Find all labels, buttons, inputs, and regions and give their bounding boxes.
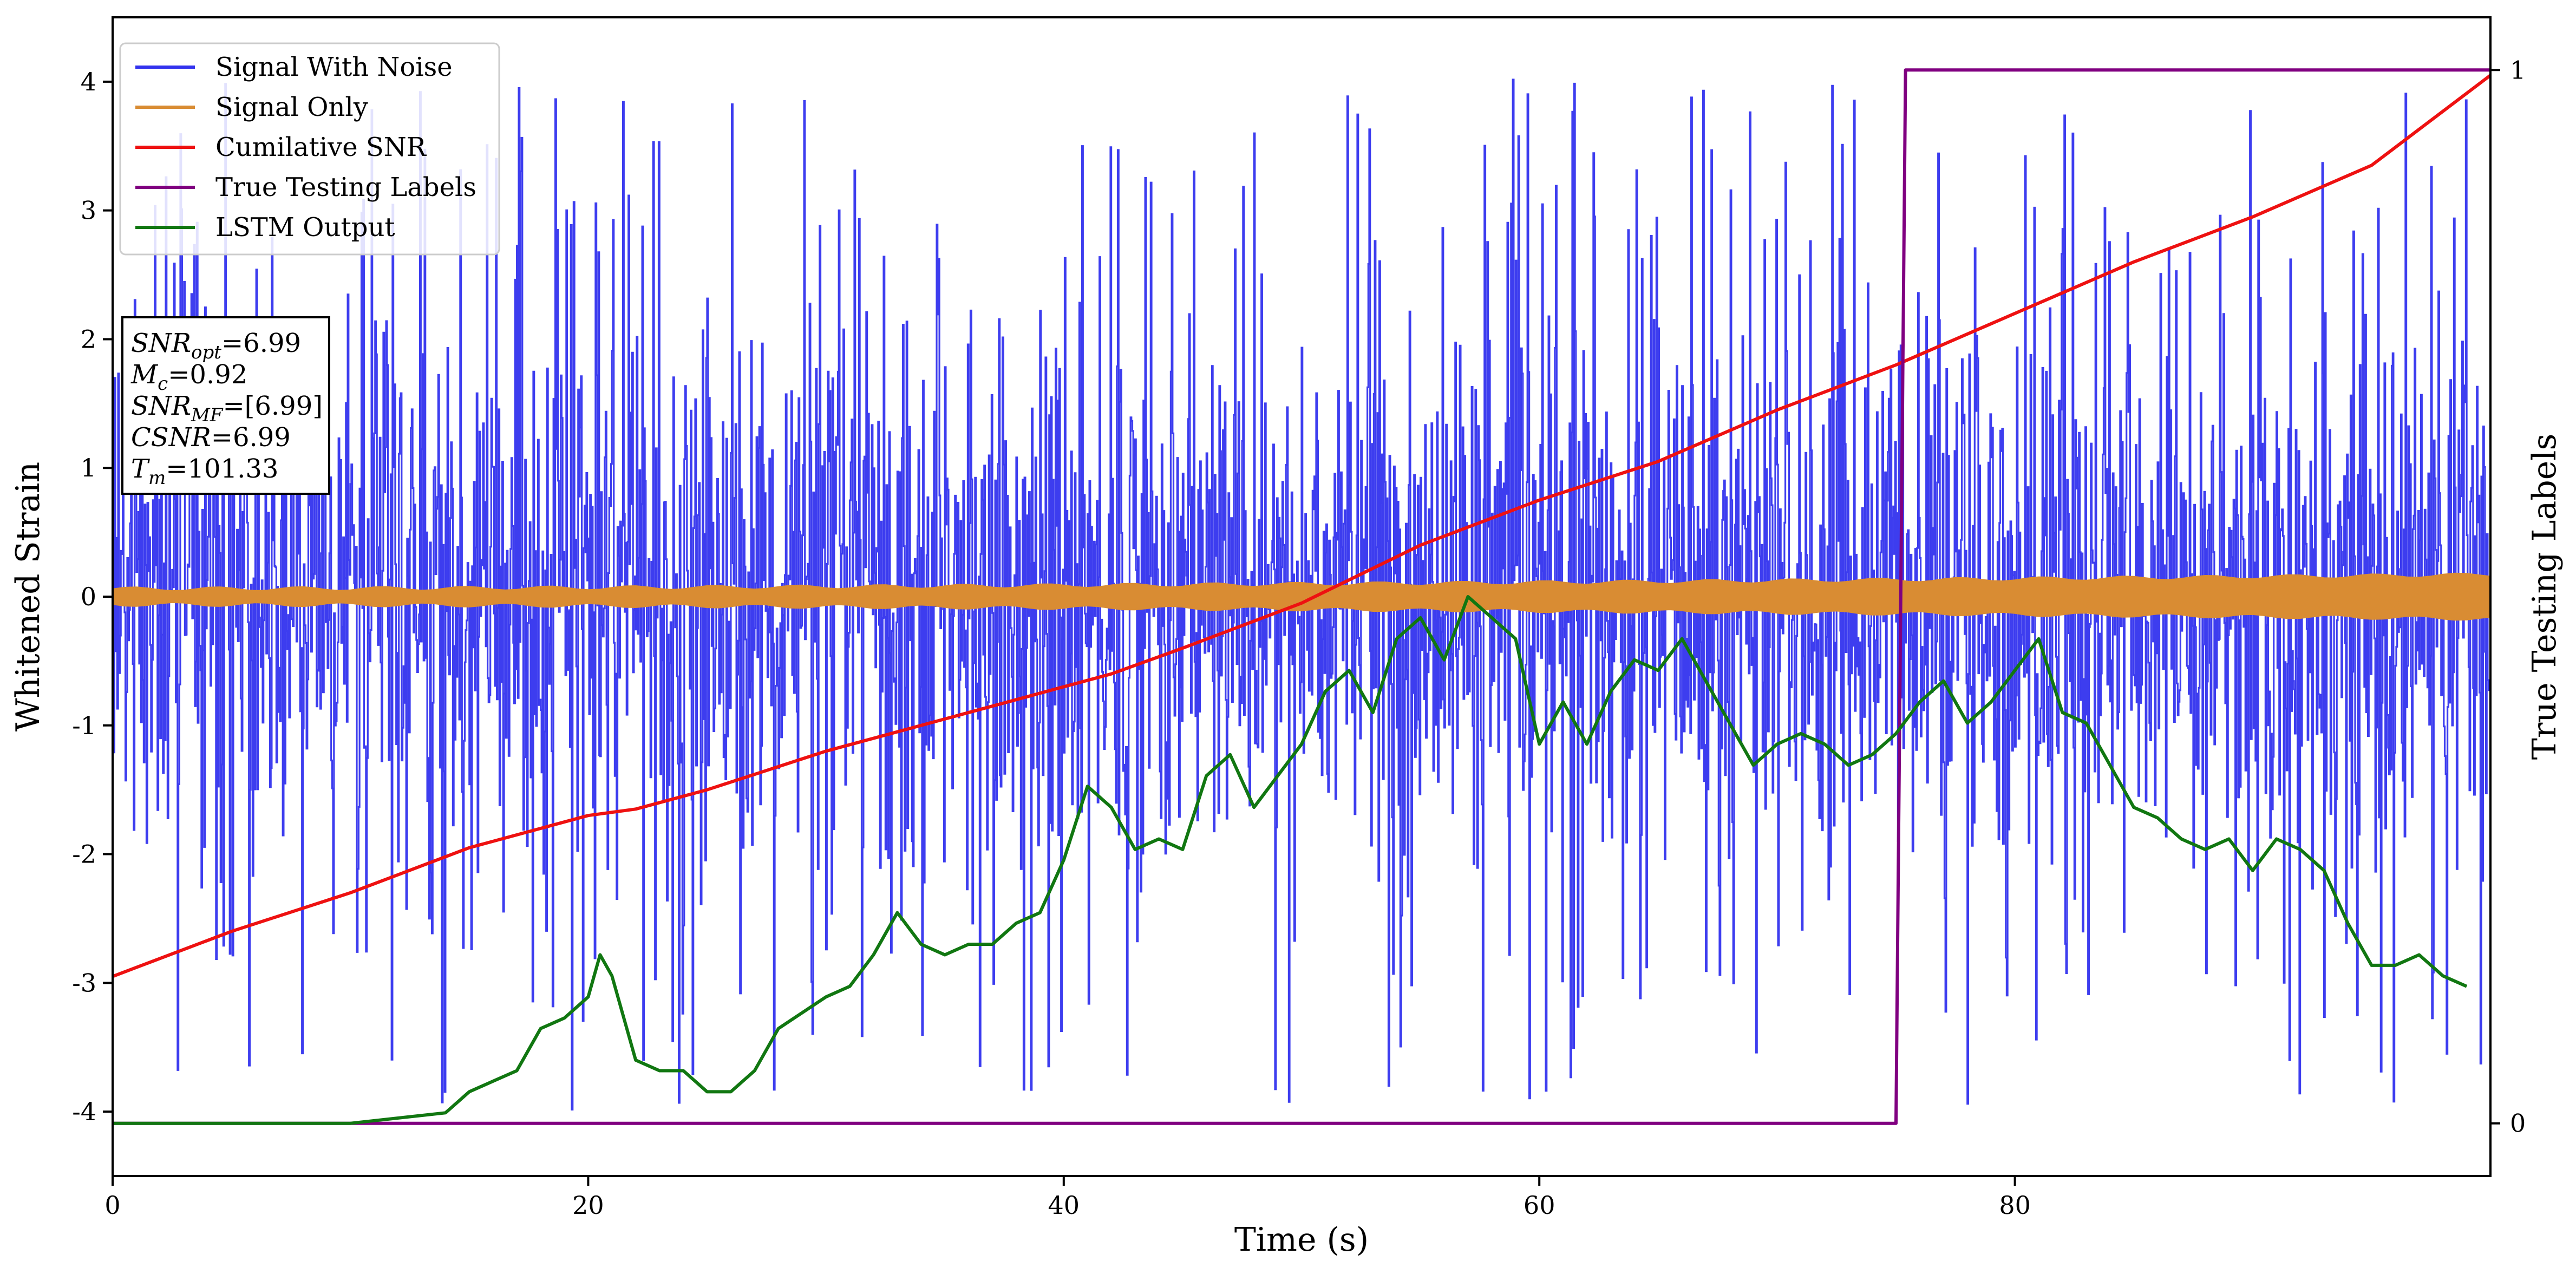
lstm-output-line (113, 595, 2468, 1125)
stats-line: SNRopt=6.99 (131, 328, 301, 363)
y-tick-label: -1 (72, 711, 96, 740)
y-tick-label: 1 (81, 453, 96, 482)
y-tick-label: -3 (72, 968, 96, 997)
y-tick-label: -2 (72, 840, 96, 869)
stats-lines: SNRopt=6.99Mc=0.92SNRMF=[6.99]CSNR=6.99T… (130, 328, 323, 489)
line-series-group (112, 68, 2492, 1125)
x-tick-label: 60 (1524, 1191, 1555, 1220)
legend-label: Cumilative SNR (215, 132, 427, 162)
legend-label: Signal With Noise (215, 52, 453, 82)
legend-label: Signal Only (215, 92, 368, 122)
x-tick-label: 20 (572, 1191, 604, 1220)
y2-tick-label: 1 (2510, 55, 2526, 84)
stats-box-frame (121, 316, 330, 495)
stats-line: SNRMF=[6.99] (131, 391, 323, 426)
y-tick-label: 0 (81, 582, 96, 611)
stats-line: CSNR=6.99 (131, 422, 291, 453)
legend: Signal With Noise Signal Only Cumilative S… (119, 42, 500, 256)
y2-axis-label: True Testing Labels (2526, 434, 2564, 760)
y-axis-label: Whitened Strain (9, 462, 47, 731)
stats-line: Mc=0.92 (130, 360, 247, 395)
x-tick-label: 40 (1048, 1191, 1080, 1220)
legend-label: True Testing Labels (215, 172, 476, 202)
legend-entries: Signal With Noise Signal Only Cumilative S… (135, 52, 476, 243)
x-axis-ticks: 0 20 40 60 80 (104, 1176, 2031, 1220)
y-tick-label: 4 (81, 67, 96, 96)
x-tick-label: 80 (1999, 1191, 2031, 1220)
y-tick-label: -4 (72, 1097, 96, 1126)
y2-axis-ticks: 01 (2490, 55, 2526, 1138)
x-axis-label: Time (s) (1234, 1221, 1369, 1259)
legend-label: LSTM Output (215, 212, 395, 243)
x-tick-label: 0 (104, 1191, 120, 1220)
legend-box (119, 42, 500, 256)
y2-tick-label: 0 (2510, 1109, 2526, 1138)
stats-annotation: SNRopt=6.99Mc=0.92SNRMF=[6.99]CSNR=6.99T… (121, 316, 330, 495)
cumulative-snr-line (112, 74, 2492, 978)
true-testing-labels-line (113, 68, 2490, 1125)
y-tick-label: 2 (81, 324, 96, 354)
y-axis-ticks: -4 -3 -2 -1 0 1 2 3 4 (72, 67, 113, 1126)
y-tick-label: 3 (81, 196, 96, 225)
stats-line: Tm=101.33 (131, 454, 278, 489)
